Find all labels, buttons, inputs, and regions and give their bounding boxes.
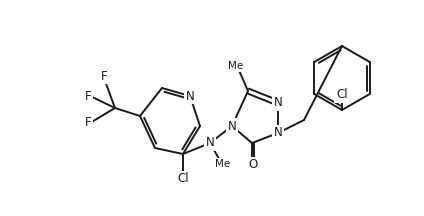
Text: Me: Me (229, 61, 244, 71)
Text: N: N (206, 137, 215, 149)
Text: Cl: Cl (336, 89, 348, 102)
Text: O: O (248, 159, 258, 172)
Text: F: F (100, 70, 107, 83)
Text: F: F (85, 116, 91, 130)
Text: N: N (273, 127, 282, 140)
Text: N: N (228, 119, 236, 132)
Text: F: F (85, 89, 91, 103)
Text: N: N (273, 97, 282, 110)
Text: Me: Me (215, 159, 231, 169)
Text: Cl: Cl (177, 173, 189, 186)
Text: N: N (186, 89, 194, 103)
